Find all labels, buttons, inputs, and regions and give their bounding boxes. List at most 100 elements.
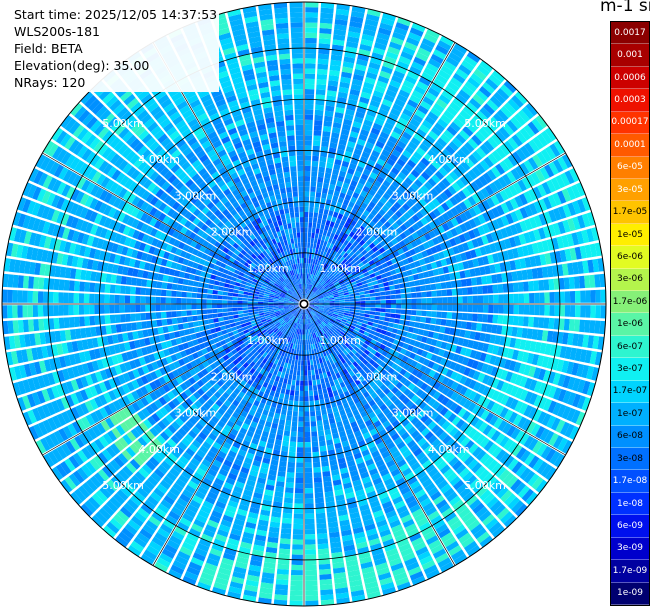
range-gate (434, 122, 445, 133)
range-gate (313, 307, 319, 311)
range-gate (595, 289, 601, 303)
range-gate (354, 327, 360, 332)
range-gate (448, 51, 462, 63)
range-gate (550, 177, 561, 191)
range-gate (419, 143, 429, 153)
range-gate (541, 240, 550, 252)
range-gate (420, 185, 430, 194)
ray (304, 289, 606, 304)
range-gate (558, 318, 565, 331)
range-gate (422, 138, 433, 149)
range-gate (401, 131, 412, 141)
range-gate (308, 305, 314, 309)
range-gate (396, 93, 408, 103)
range-gate (439, 326, 446, 334)
range-gate (288, 374, 293, 380)
range-gate (459, 212, 468, 222)
range-gate (469, 349, 477, 359)
range-gate (432, 49, 447, 60)
range-gate (304, 73, 316, 80)
range-gate (284, 497, 293, 504)
range-gate (322, 125, 332, 132)
range-gate (421, 336, 428, 344)
ray (304, 35, 454, 304)
range-gate (338, 138, 348, 146)
range-gate (305, 294, 309, 300)
range-gate (467, 339, 475, 349)
range-gate (375, 274, 382, 280)
range-gate (317, 68, 328, 75)
range-gate (472, 93, 485, 106)
range-gate (389, 79, 401, 89)
range-gate (323, 208, 329, 215)
range-gate (348, 231, 355, 238)
range-gate (449, 238, 457, 247)
range-gate (322, 388, 328, 395)
range-gate (305, 600, 319, 606)
range-gate (441, 89, 454, 101)
range-gate (349, 131, 359, 139)
range-gate (407, 173, 417, 182)
range-gate (491, 219, 500, 230)
range-gate (510, 385, 519, 397)
range-gate (423, 204, 432, 214)
range-gate (299, 401, 304, 407)
range-gate (579, 319, 586, 333)
range-gate (432, 78, 446, 89)
range-gate (309, 304, 315, 306)
range-gate (406, 36, 420, 47)
range-gate (327, 313, 333, 317)
ray (304, 304, 606, 319)
range-gate (318, 233, 323, 240)
range-gate (283, 378, 288, 385)
range-gate (362, 185, 371, 193)
range-gate (457, 244, 465, 253)
range-gate (472, 286, 478, 295)
range-gate (337, 143, 346, 151)
range-gate (366, 324, 373, 330)
range-gate (382, 277, 388, 283)
range-gate (353, 256, 360, 262)
range-gate (411, 304, 417, 310)
range-gate (376, 200, 385, 209)
range-gate (420, 226, 428, 235)
range-gate (584, 350, 592, 364)
range-gate (310, 279, 314, 285)
range-gate (357, 318, 364, 323)
range-gate (394, 210, 403, 218)
range-gate (443, 188, 453, 199)
range-gate (290, 384, 296, 391)
range-gate (572, 393, 582, 408)
range-gate (436, 205, 446, 215)
range-gate (355, 268, 362, 274)
range-gate (580, 290, 586, 303)
range-gate (349, 278, 356, 283)
range-gate (304, 186, 310, 192)
range-gate (353, 148, 363, 156)
range-gate (280, 388, 286, 395)
range-gate (310, 410, 316, 417)
range-gate (519, 339, 527, 350)
range-gate (314, 120, 323, 126)
range-gate (543, 317, 550, 329)
range-gate (324, 306, 330, 308)
range-gate (452, 72, 466, 84)
range-gate (438, 152, 449, 163)
range-gate (457, 262, 465, 271)
range-gate (355, 111, 365, 119)
range-gate (391, 230, 399, 238)
range-gate (461, 242, 470, 252)
range-gate (323, 240, 328, 247)
range-gate (318, 394, 324, 400)
range-gate (306, 252, 310, 259)
range-gate (379, 258, 386, 265)
range-gate (285, 389, 291, 395)
range-gate (308, 300, 314, 303)
range-gate (539, 166, 550, 180)
range-gate (423, 153, 434, 163)
range-gate (324, 277, 330, 283)
range-gate (465, 321, 472, 330)
range-gate (286, 472, 295, 478)
range-gate (311, 293, 316, 298)
range-gate (447, 335, 455, 344)
